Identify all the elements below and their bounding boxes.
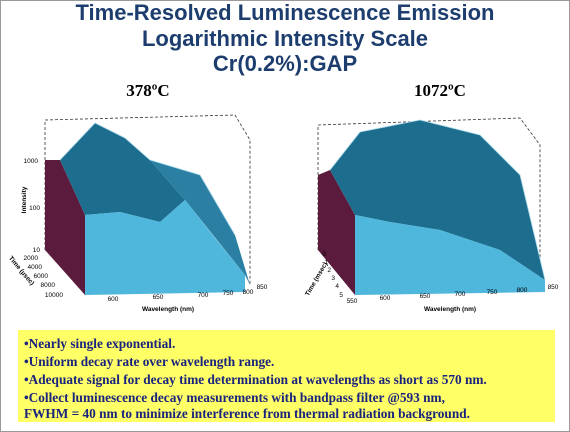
z-axis-label: Intensity [21, 186, 28, 213]
t-tick-label: 5 [339, 292, 343, 299]
x-tick-label: 600 [108, 296, 119, 303]
bullet: FWHM = 40 nm to minimize interference fr… [24, 406, 470, 421]
x-tick-label: 650 [420, 293, 431, 300]
t-tick-label: 0 [322, 251, 326, 258]
t-tick-label: 8000 [41, 282, 56, 289]
x-tick-label: 600 [380, 295, 391, 302]
x-tick-label: 550 [347, 298, 358, 305]
title-line: Time-Resolved Luminescence Emission [76, 0, 495, 25]
t-tick-label: 2 [327, 267, 331, 274]
x-tick-label: 800 [243, 289, 254, 296]
t-tick-label: 2000 [24, 255, 39, 262]
slide: Time-Resolved Luminescence Emission Loga… [0, 0, 570, 432]
t-tick-label: 6000 [34, 273, 49, 280]
x-tick-label: 750 [223, 290, 234, 297]
t-tick-label: 4 [335, 283, 339, 290]
z-tick-label: 100 [29, 205, 40, 212]
bullet: •Adequate signal for decay time determin… [24, 372, 487, 387]
x-tick-label: 700 [198, 292, 209, 299]
panel-label: 1072ºC [414, 81, 466, 100]
x-tick-label: 750 [487, 289, 498, 296]
t-tick-label: 4000 [28, 264, 43, 271]
x-tick-label: 650 [153, 294, 164, 301]
x-axis-label: Wavelength (nm) [424, 306, 476, 313]
bullet: •Collect luminescence decay measurements… [24, 390, 445, 405]
bullet: •Nearly single exponential. [24, 336, 175, 351]
title-line: Logarithmic Intensity Scale [142, 26, 428, 51]
t-tick-label: 10000 [45, 292, 63, 299]
x-tick-label: 800 [517, 287, 528, 294]
t-tick-label: 3 [331, 275, 335, 282]
x-tick-label: 850 [257, 284, 268, 291]
x-tick-label: 850 [548, 284, 559, 291]
x-axis-label: Wavelength (nm) [142, 306, 194, 313]
z-tick-label: 1000 [24, 158, 39, 165]
x-tick-label: 700 [455, 291, 466, 298]
title-line: Cr(0.2%):GAP [213, 51, 357, 76]
bullet: •Uniform decay rate over wavelength rang… [24, 354, 274, 369]
z-tick-label: 10 [33, 247, 41, 254]
panel-label: 378ºC [126, 81, 169, 100]
